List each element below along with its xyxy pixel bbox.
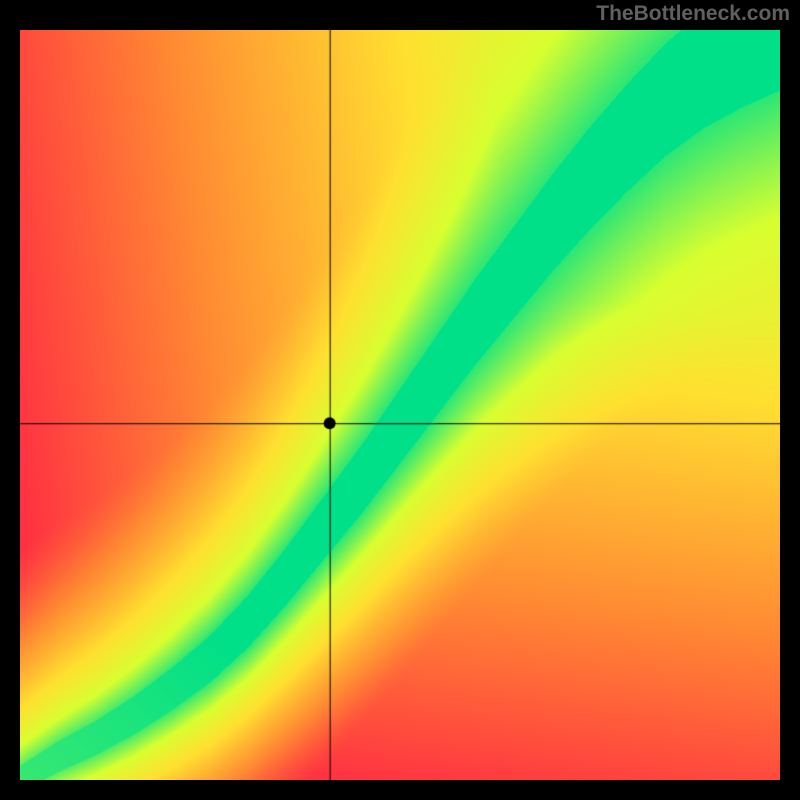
watermark-text: TheBottleneck.com	[596, 2, 790, 26]
chart-container: TheBottleneck.com	[0, 0, 800, 800]
plot-area	[20, 30, 780, 780]
heatmap-canvas	[20, 30, 780, 780]
